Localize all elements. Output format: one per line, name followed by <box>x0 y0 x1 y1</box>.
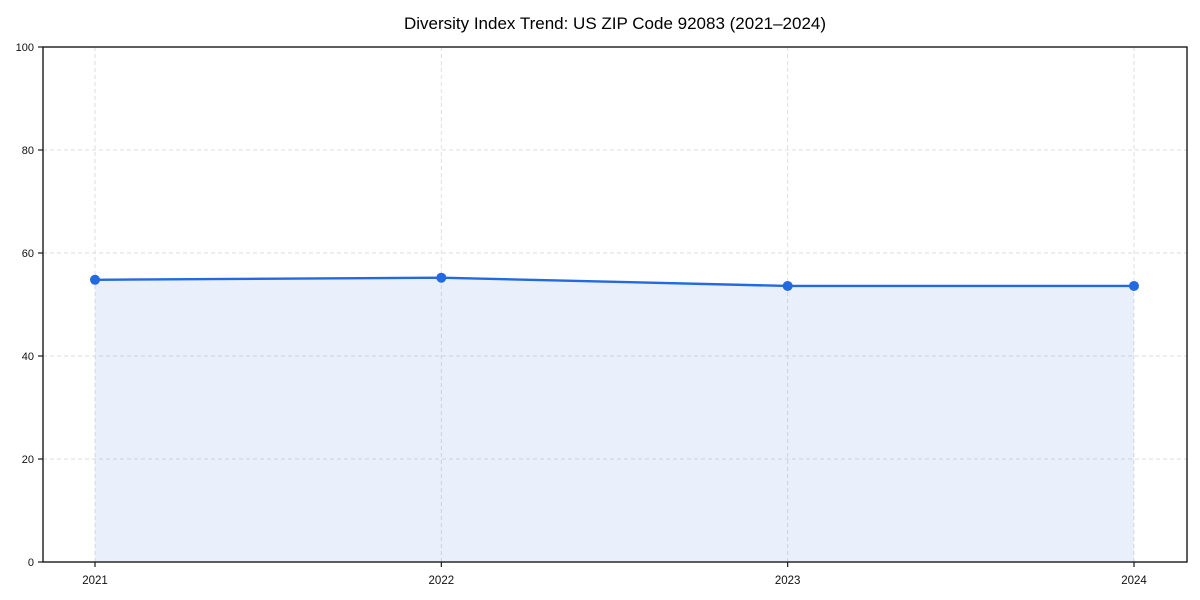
trend-line <box>93 276 1136 288</box>
y-tick-label: 80 <box>22 145 34 157</box>
x-tick-label: 2022 <box>429 575 455 587</box>
plot-border <box>42 46 1188 563</box>
y-tick-label: 20 <box>22 454 34 466</box>
area-fill <box>95 277 1134 562</box>
chart-title: Diversity Index Trend: US ZIP Code 92083… <box>403 14 827 33</box>
x-tick-label: 2023 <box>775 575 801 587</box>
y-tick-label: 40 <box>22 351 34 363</box>
data-point-2021 <box>90 274 100 285</box>
data-point-2022 <box>436 272 447 283</box>
y-tick-label: 0 <box>28 557 34 569</box>
y-tick-label: 100 <box>16 42 34 54</box>
data-point-2023 <box>782 280 793 291</box>
x-tick-label: 2021 <box>82 575 108 587</box>
y-tick-label: 60 <box>22 248 34 260</box>
data-point-2024 <box>1129 280 1139 291</box>
x-tick-label: 2024 <box>1121 575 1147 587</box>
